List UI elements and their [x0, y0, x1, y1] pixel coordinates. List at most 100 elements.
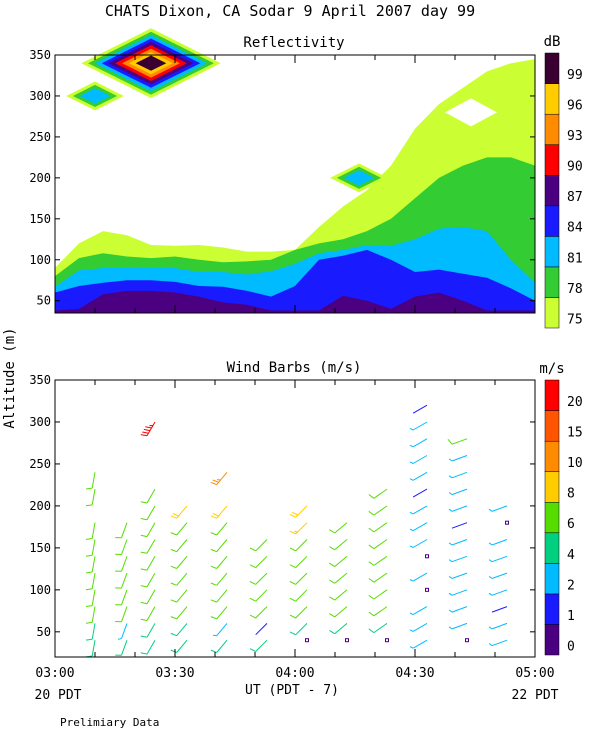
wind-barb [488, 555, 508, 563]
wind-barb [140, 522, 156, 538]
wind-barb [85, 489, 96, 507]
figure-title: CHATS Dixon, CA Sodar 9 April 2007 day 9… [105, 2, 475, 20]
y-tick-label: 150 [29, 212, 51, 226]
wind-barb [210, 572, 228, 586]
reflectivity-x-ticks [54, 55, 536, 313]
wind-x-axis: 03:00 03:30 04:00 04:30 05:00 [35, 380, 555, 681]
wind-barb [289, 522, 308, 535]
wind-barb [115, 539, 128, 555]
colorbar-label: 20 [567, 395, 583, 410]
wind-barb [85, 556, 96, 574]
wind-barb [85, 640, 96, 658]
wind-barb [409, 455, 428, 464]
wind-barb [448, 488, 468, 496]
x-tick-label: 04:00 [275, 666, 314, 681]
wind-barb [289, 606, 308, 619]
wind-barb [170, 639, 188, 653]
wind-barb [289, 555, 308, 569]
wind-barb [448, 539, 468, 546]
wind-barb [170, 623, 188, 637]
wind-barb [409, 639, 428, 649]
wind-barb [140, 623, 156, 638]
y-tick-label: 350 [29, 373, 51, 387]
wind-barb [170, 572, 188, 586]
wind-barb [368, 606, 388, 617]
wind-barb [115, 589, 128, 606]
wind-barb [170, 539, 188, 553]
x-local-right: 22 PDT [512, 688, 559, 703]
reflectivity-spot [135, 55, 167, 71]
colorbar-label: 99 [567, 68, 583, 83]
colorbar-swatch [544, 532, 560, 564]
wind-barb [115, 572, 128, 589]
colorbar-swatch [544, 501, 560, 534]
colorbar-label: 93 [567, 129, 583, 144]
reflectivity-features [66, 28, 497, 193]
colorbar1-unit: dB [544, 34, 561, 50]
wind-barb [170, 505, 188, 519]
wind-barb [409, 539, 428, 548]
wind-barb [140, 505, 156, 521]
wind-barb [491, 606, 508, 613]
panel1-title: Reflectivity [243, 35, 344, 51]
wind-barb [368, 539, 388, 550]
colorbar-swatch [544, 440, 560, 472]
wind-barb [368, 505, 388, 516]
wind-barb [249, 539, 268, 552]
wind-barb [409, 471, 428, 481]
wind-barb [210, 522, 228, 536]
colorbar-swatch [544, 205, 560, 237]
colorbar-swatch [544, 52, 560, 84]
y-tick-label: 200 [29, 171, 51, 185]
reflectivity-spot [343, 170, 375, 186]
wind-barb [210, 471, 228, 486]
y-tick-label: 50 [37, 294, 51, 308]
wind-barb [409, 622, 428, 632]
wind-barb [451, 522, 468, 529]
wind-barb [249, 606, 268, 619]
wind-barb [329, 539, 348, 551]
x-tick-label: 04:30 [395, 666, 434, 681]
y-tick-label: 100 [29, 253, 51, 267]
wind-barb [488, 539, 508, 546]
wind-barb [488, 505, 508, 512]
wind-barb [409, 438, 428, 448]
calm-marker [305, 638, 309, 643]
wind-barb [140, 572, 156, 588]
wind-barb [117, 623, 128, 640]
wind-barb [170, 589, 188, 603]
wind-barb [140, 539, 156, 554]
wind-barb [140, 488, 156, 504]
wind-barb [249, 589, 268, 602]
colorbar-swatch [544, 113, 560, 145]
colorbar-label: 75 [567, 312, 583, 327]
wind-barb [140, 606, 156, 621]
wind-barb [170, 606, 188, 620]
wind-barb [488, 589, 508, 596]
wind-frame [54, 379, 536, 658]
colorbar-swatch [544, 593, 560, 625]
colorbar-swatch [544, 624, 560, 656]
wind-colorbar: 0 1 2 4 6 8 10 15 20 [544, 379, 583, 656]
wind-barb [115, 606, 128, 623]
wind-barb [85, 573, 96, 591]
wind-barb [115, 556, 128, 572]
colorbar-label: 8 [567, 487, 575, 502]
wind-barb [210, 505, 228, 519]
wind-barb [448, 471, 468, 479]
colorbar-swatch [544, 236, 560, 268]
y-tick-label: 250 [29, 130, 51, 144]
wind-barb [329, 623, 348, 635]
wind-barb [85, 623, 96, 641]
wind-barb [447, 438, 468, 445]
footer-note: Prelimiary Data [60, 716, 159, 729]
wind-barb [170, 522, 188, 536]
colorbar-swatch [544, 379, 560, 411]
wind-barb [448, 606, 468, 613]
wind-barb [368, 572, 388, 583]
wind-barb [289, 589, 308, 602]
wind-barb [140, 589, 156, 605]
wind-barb [85, 522, 96, 540]
calm-marker [465, 638, 469, 643]
wind-barb [255, 623, 268, 636]
